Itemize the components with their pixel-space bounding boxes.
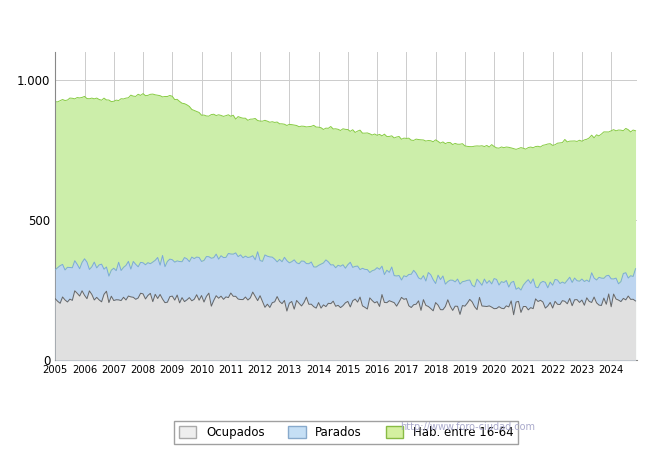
Text: Ricote - Evolucion de la poblacion en edad de Trabajar Noviembre de 2024: Ricote - Evolucion de la poblacion en ed… xyxy=(64,13,586,26)
Legend: Ocupados, Parados, Hab. entre 16-64: Ocupados, Parados, Hab. entre 16-64 xyxy=(174,421,518,444)
Text: http://www.foro-ciudad.com: http://www.foro-ciudad.com xyxy=(400,422,536,432)
